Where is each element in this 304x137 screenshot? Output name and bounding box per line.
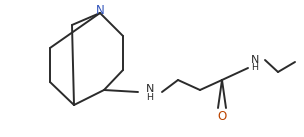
Text: N: N xyxy=(96,5,104,18)
Text: H: H xyxy=(251,64,258,72)
Text: H: H xyxy=(147,92,154,102)
Text: O: O xyxy=(217,111,226,123)
Text: N: N xyxy=(251,55,259,65)
Text: N: N xyxy=(146,84,154,94)
